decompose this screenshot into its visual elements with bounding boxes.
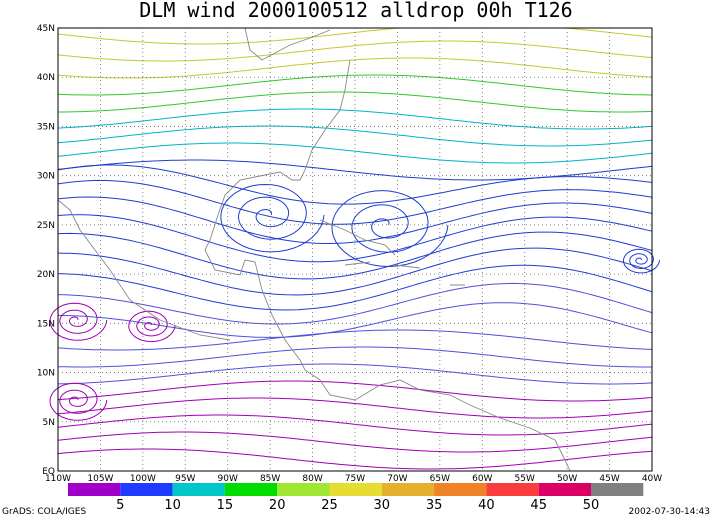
lat-label: 20N [37, 270, 55, 280]
colorbar-label: 40 [478, 498, 495, 513]
colorbar-segment [591, 483, 644, 496]
vortex [220, 183, 325, 253]
lon-label: 45W [599, 474, 619, 484]
lat-label: 35N [37, 122, 55, 132]
streamline [57, 302, 653, 338]
streamline [57, 214, 653, 263]
colorbar-segment [68, 483, 121, 496]
colorbar-label: 30 [374, 498, 391, 513]
colorbar-label: 10 [164, 498, 181, 513]
colorbar-segment [120, 483, 173, 496]
lon-label: 95W [175, 474, 195, 484]
coastline [204, 27, 571, 472]
vortex [128, 310, 176, 343]
lon-label: 65W [430, 474, 450, 484]
streamline [57, 108, 653, 130]
streamline [57, 329, 653, 351]
lat-label: 45N [37, 24, 55, 34]
lat-label: EQ [42, 467, 55, 477]
colorbar-segment [172, 483, 225, 496]
lat-label: 25N [37, 221, 55, 231]
streamline [57, 282, 653, 325]
colorbar-label: 20 [269, 498, 286, 513]
colorbar-segment [224, 483, 278, 496]
vortex [331, 190, 449, 268]
streamline [57, 179, 653, 225]
streamline [57, 346, 652, 368]
colorbar-label: 25 [321, 498, 338, 513]
streamline [57, 431, 653, 453]
footer-left: GrADS: COLA/IGES [2, 507, 86, 517]
lat-label: 10N [37, 369, 55, 379]
lon-label: 100W [130, 474, 156, 484]
vortex [623, 248, 661, 274]
vortex [49, 382, 108, 421]
streamline [57, 74, 653, 96]
colorbar-segment [486, 483, 539, 496]
streamline [57, 448, 653, 470]
streamline [57, 380, 653, 402]
lat-label: 5N [43, 418, 55, 428]
grid: EQ 5N 10N 15N 20N 25N 30N 35N 40N 45N 110W 105W 100W… [37, 24, 662, 484]
footer-right: 2002-07-30-14:43 [629, 507, 711, 517]
lon-label: 90W [218, 474, 238, 484]
vortex [49, 302, 108, 341]
colorbar: 5 10 15 20 25 30 35 40 45 50 [68, 483, 644, 513]
lon-label: 105W [87, 474, 113, 484]
lon-label: 55W [515, 474, 535, 484]
lon-label: 40W [642, 474, 662, 484]
streamline [57, 40, 653, 62]
streamline [57, 196, 653, 244]
streamline [57, 142, 653, 164]
streamline [57, 264, 653, 311]
colorbar-segment [381, 483, 435, 496]
lon-label: 110W [45, 474, 71, 484]
coastlines [57, 27, 571, 472]
colorbar-segment [329, 483, 382, 496]
colorbar-segment [434, 483, 487, 496]
colorbar-label: 5 [116, 498, 124, 513]
colorbar-label: 35 [426, 498, 443, 513]
lat-label: 30N [37, 172, 55, 182]
lon-label: 70W [387, 474, 407, 484]
streamline [57, 125, 653, 147]
colorbar-label: 15 [217, 498, 234, 513]
colorbar-label: 50 [583, 498, 600, 513]
lon-label: 75W [345, 474, 365, 484]
lon-label: 85W [260, 474, 280, 484]
colorbar-segment [538, 483, 591, 496]
coastline-west [57, 199, 231, 341]
lat-label: 15N [37, 319, 55, 329]
lon-label: 50W [557, 474, 577, 484]
colorbar-label: 45 [530, 498, 547, 513]
lat-label: 40N [37, 73, 55, 83]
lon-label: 60W [472, 474, 492, 484]
streamline [57, 231, 653, 280]
lon-label: 80W [302, 474, 322, 484]
title: DLM wind 2000100512 alldrop 00h T126 [139, 0, 572, 22]
streamline [57, 397, 653, 419]
streamline [57, 57, 653, 79]
colorbar-segment [277, 483, 330, 496]
islands [319, 219, 465, 286]
